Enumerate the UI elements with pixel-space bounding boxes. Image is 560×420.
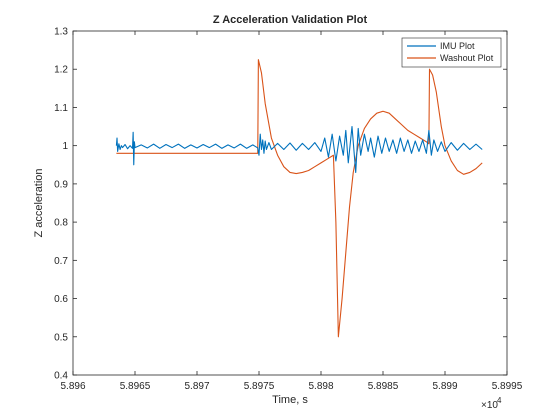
legend-label-washout: Washout Plot xyxy=(440,53,494,63)
y-tick-label: 0.5 xyxy=(54,332,68,343)
y-tick-label: 0.7 xyxy=(54,256,68,267)
x-tick-label: 5.897 xyxy=(184,381,209,392)
y-tick-label: 0.9 xyxy=(54,179,68,190)
x-tick-label: 5.898 xyxy=(308,381,333,392)
x-tick-label: 5.896 xyxy=(60,381,85,392)
legend-label-imu: IMU Plot xyxy=(440,41,475,51)
y-tick-label: 1 xyxy=(62,141,68,152)
y-tick-label: 1.1 xyxy=(54,103,68,114)
axes-box xyxy=(72,30,508,376)
axes-background xyxy=(73,31,507,375)
y-tick-label: 1.2 xyxy=(54,65,68,76)
series-layer xyxy=(115,59,483,338)
y-tick-label: 0.4 xyxy=(54,371,68,382)
y-axis-label: Z acceleration xyxy=(33,168,45,237)
x-axis: 5.896 5.8965 5.897 5.8975 5.898 5.8985 5.899 5.… xyxy=(60,31,523,392)
y-tick-label: 0.6 xyxy=(54,294,68,305)
x-axis-exponent-value: 4 xyxy=(497,396,502,405)
x-axis-label: Time, s xyxy=(272,394,308,406)
series-line-washout xyxy=(116,59,483,338)
chart-title: Z Acceleration Validation Plot xyxy=(213,14,368,26)
y-tick-label: 0.8 xyxy=(54,218,68,229)
x-tick-label: 5.8985 xyxy=(368,381,399,392)
legend: IMU Plot Washout Plot xyxy=(401,37,502,68)
series-line-imu xyxy=(115,126,483,173)
x-axis-exponent: ×10 4 xyxy=(481,396,502,411)
x-tick-label: 5.899 xyxy=(432,381,457,392)
y-axis: 0.4 0.5 0.6 0.7 0.8 0.9 1 1.1 1.2 1.3 xyxy=(54,27,507,382)
x-tick-label: 5.8975 xyxy=(244,381,275,392)
y-tick-label: 1.3 xyxy=(54,27,68,38)
x-axis-multiplier: ×10 xyxy=(481,400,498,411)
x-tick-label: 5.8995 xyxy=(492,381,523,392)
legend-box xyxy=(401,37,502,68)
x-tick-label: 5.8965 xyxy=(120,381,151,392)
